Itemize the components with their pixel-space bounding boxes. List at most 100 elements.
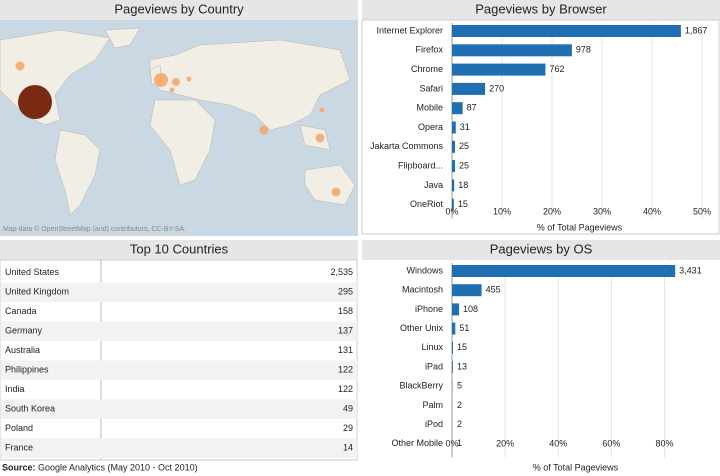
category-label: Linux <box>421 342 443 352</box>
value-label: 1 <box>457 438 462 448</box>
country-name: Poland <box>5 423 33 433</box>
map-attribution: Map data © OpenStreetMap (and) contribut… <box>3 225 186 233</box>
land <box>149 99 216 186</box>
value-label: 25 <box>459 141 469 151</box>
row-band <box>1 438 357 458</box>
row-band <box>1 360 357 380</box>
row-band <box>1 282 357 302</box>
category-label: OneRiot <box>410 199 444 209</box>
bar <box>452 179 455 192</box>
value-label: 455 <box>486 285 501 295</box>
country-value: 137 <box>338 326 353 336</box>
category-label: Jakarta Commons <box>370 141 444 151</box>
country-name: France <box>5 443 33 453</box>
value-label: 15 <box>458 199 468 209</box>
bar <box>452 284 482 297</box>
category-label: Windows <box>406 265 443 275</box>
value-label: 108 <box>463 304 478 314</box>
panel-border <box>0 259 358 461</box>
country-value: 29 <box>343 423 353 433</box>
value-label: 31 <box>460 122 470 132</box>
country-value: 14 <box>343 443 353 453</box>
value-label: 1,867 <box>685 25 708 35</box>
country-value: 295 <box>338 287 353 297</box>
category-label: Java <box>424 180 443 190</box>
row-band <box>1 399 357 419</box>
category-label: Mobile <box>416 103 443 113</box>
category-label: Other Mobile <box>391 438 443 448</box>
x-tick-label: 40% <box>643 206 661 216</box>
bubble <box>259 125 269 135</box>
chart-title: Pageviews by Browser <box>475 1 607 16</box>
country-name: Australia <box>5 345 40 355</box>
country-value: 49 <box>343 404 353 414</box>
bar <box>452 121 456 134</box>
category-label: Other Unix <box>400 323 444 333</box>
value-label: 762 <box>549 64 564 74</box>
value-label: 51 <box>459 323 469 333</box>
bar <box>452 140 456 153</box>
land <box>299 124 331 151</box>
country-name: United States <box>5 267 60 277</box>
bubble <box>172 78 180 86</box>
value-label: 978 <box>576 45 591 55</box>
country-name: India <box>5 384 25 394</box>
x-tick-label: 60% <box>602 438 620 448</box>
land <box>104 27 141 49</box>
source-text: Google Analytics (May 2010 - Oct 2010) <box>38 462 198 472</box>
bubble <box>315 133 325 143</box>
value-label: 3,431 <box>679 265 702 275</box>
category-label: iPad <box>425 361 443 371</box>
land <box>54 129 101 216</box>
value-label: 270 <box>489 83 504 93</box>
table-title: Top 10 Countries <box>130 241 229 256</box>
value-label: 87 <box>467 103 477 113</box>
x-tick-label: 40% <box>549 438 567 448</box>
bubble <box>331 187 341 197</box>
country-value: 2,535 <box>330 267 353 277</box>
bar <box>452 303 460 316</box>
value-label: 25 <box>459 160 469 170</box>
bar <box>452 265 676 277</box>
bubble <box>18 85 52 119</box>
bar <box>452 44 572 57</box>
value-label: 18 <box>458 180 468 190</box>
country-value: 122 <box>338 365 353 375</box>
panel-border <box>361 19 720 235</box>
x-axis-label: % of Total Pageviews <box>533 462 619 472</box>
title-bar <box>362 240 720 260</box>
bar <box>452 322 456 335</box>
x-tick-label: 10% <box>493 206 511 216</box>
row-band <box>1 321 357 341</box>
land <box>304 164 356 206</box>
category-label: Firefox <box>415 45 443 55</box>
bar <box>452 63 546 76</box>
value-label: 2 <box>457 400 462 410</box>
bubble <box>15 61 25 71</box>
source-label: Source: <box>2 462 36 472</box>
country-value: 158 <box>338 306 353 316</box>
x-tick-label: 30% <box>593 206 611 216</box>
category-label: Opera <box>418 122 443 132</box>
category-label: iPhone <box>415 304 443 314</box>
x-axis-label: % of Total Pageviews <box>537 222 623 232</box>
category-label: Flipboard... <box>398 160 443 170</box>
title-bar <box>0 0 358 20</box>
map: Map data © OpenStreetMap (and) contribut… <box>0 20 358 236</box>
category-label: Palm <box>422 400 443 410</box>
title-bar <box>362 0 720 20</box>
bubbles <box>15 61 341 197</box>
bubble <box>169 87 175 93</box>
bar <box>452 160 456 173</box>
country-value: 122 <box>338 384 353 394</box>
bar <box>452 361 453 373</box>
country-name: Canada <box>5 306 37 316</box>
country-name: South Korea <box>5 404 55 414</box>
category-label: Chrome <box>411 64 443 74</box>
category-label: BlackBerry <box>399 381 443 391</box>
country-name: United Kingdom <box>5 287 69 297</box>
bubble <box>186 76 192 82</box>
x-tick-label: 50% <box>693 206 711 216</box>
